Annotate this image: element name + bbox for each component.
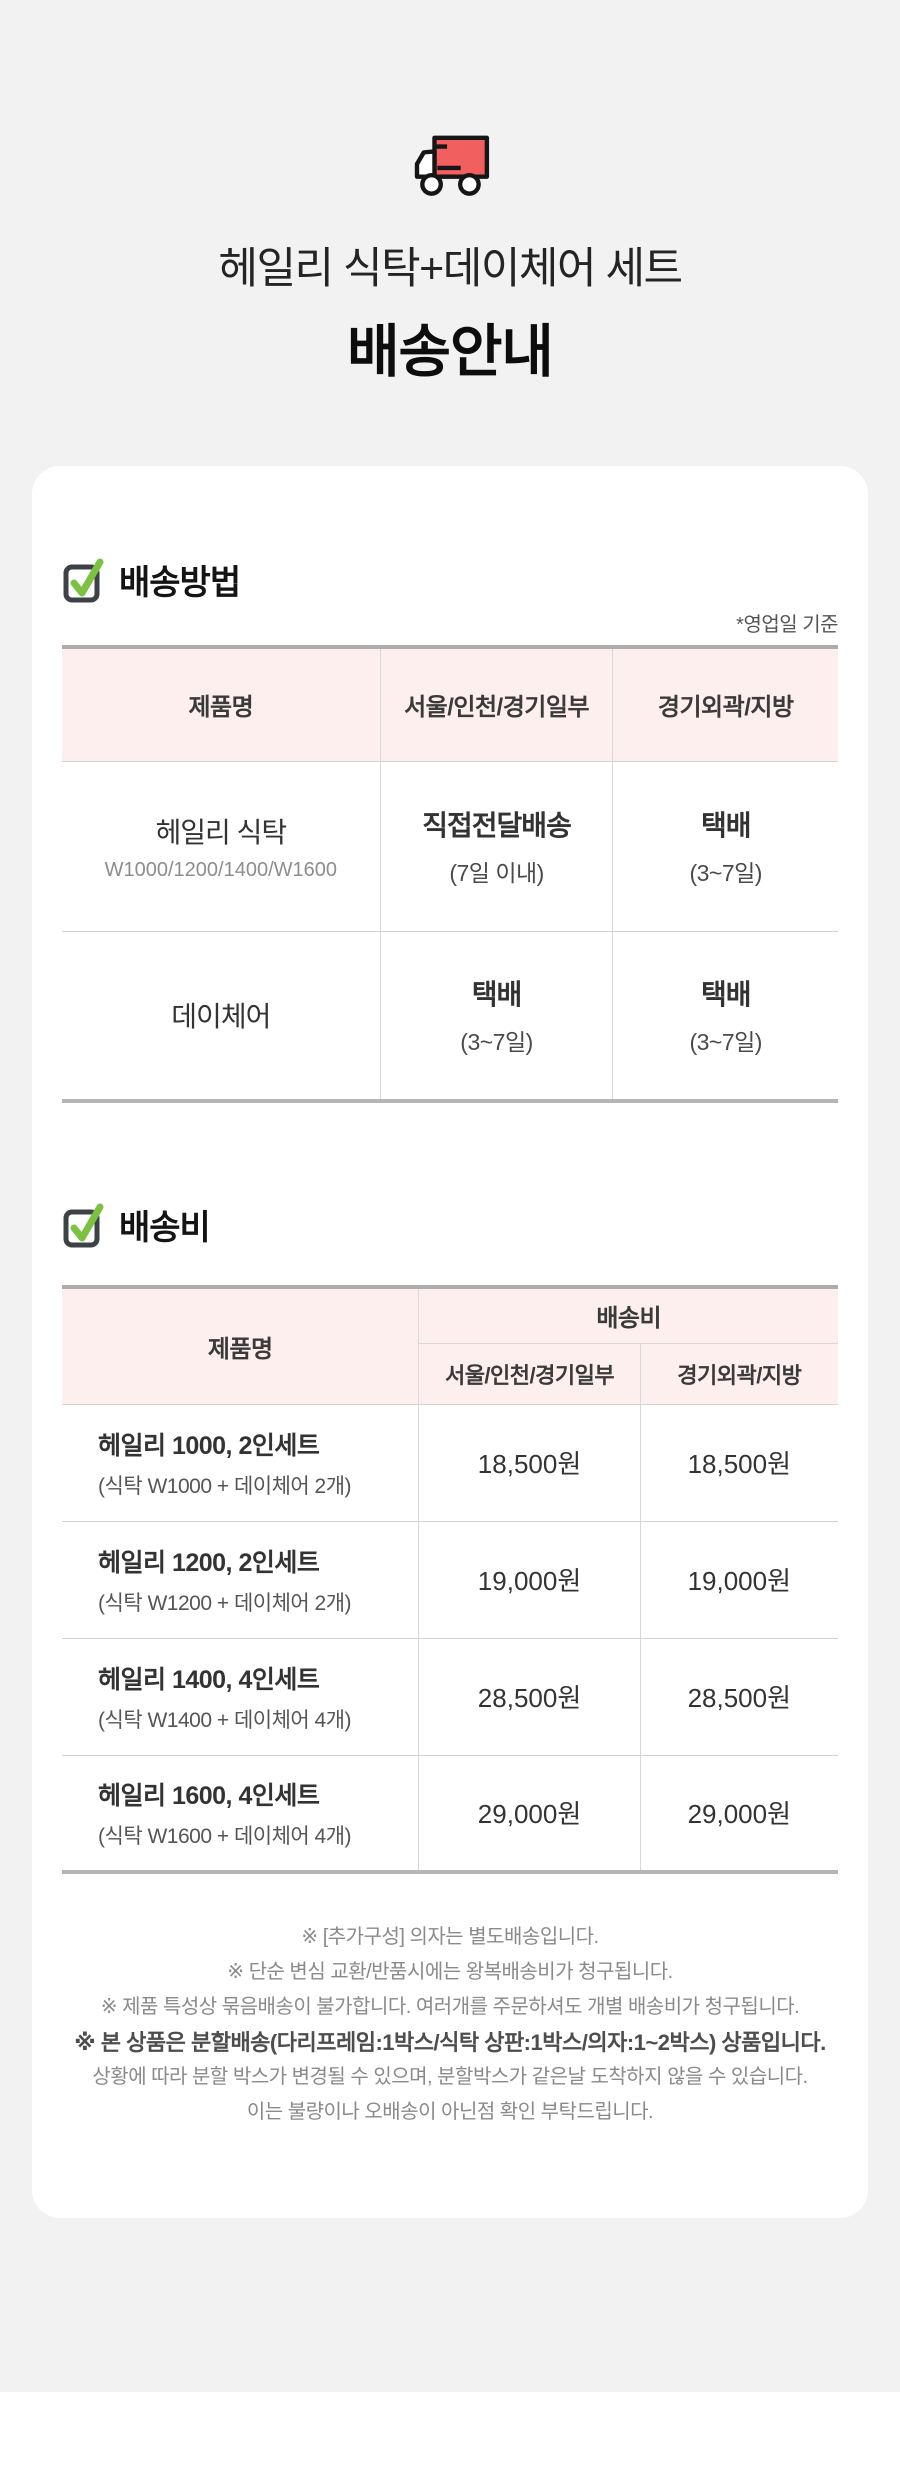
- hero-header: 헤일리 식탁+데이체어 세트 배송안내: [0, 132, 900, 388]
- method-name: 택배: [471, 979, 523, 1011]
- footnote-line: ※ [추가구성] 의자는 별도배송입니다.: [301, 1926, 599, 1948]
- table-row: 헤일리 1000, 2인세트 (식탁 W1000 + 데이체어 2개) 18,5…: [62, 1404, 838, 1521]
- product-cell: 헤일리 1200, 2인세트 (식탁 W1200 + 데이체어 2개): [62, 1521, 419, 1638]
- footnotes: ※ [추가구성] 의자는 별도배송입니다. ※ 단순 변심 교환/반품시에는 왕…: [62, 1920, 838, 2130]
- business-day-note: *영업일 기준: [736, 614, 838, 636]
- footnote-line: 이는 불량이나 오배송이 아닌점 확인 부탁드립니다.: [246, 2101, 654, 2123]
- product-cell: 헤일리 1600, 4인세트 (식탁 W1600 + 데이체어 4개): [62, 1755, 419, 1872]
- product-name: 데이체어: [171, 1001, 271, 1033]
- footnote-line: ※ 제품 특성상 묶음배송이 불가합니다. 여러개를 주문하셔도 개별 배송비가…: [100, 1996, 800, 2018]
- method-duration: (3~7일): [689, 1029, 762, 1056]
- product-cell: 데이체어: [62, 931, 380, 1101]
- checkbox-check-icon: [63, 1203, 104, 1248]
- section-title-shipping-fee: 배송비: [119, 1208, 211, 1247]
- method-cell: 직접전달배송 (7일 이내): [379, 761, 613, 931]
- column-header-region1: 서울/인천/경기일부: [418, 1343, 641, 1404]
- set-composition: (식탁 W1200 + 데이체어 2개): [98, 1591, 352, 1615]
- bottom-spacer: [0, 2392, 900, 2473]
- table-row: 헤일리 1600, 4인세트 (식탁 W1600 + 데이체어 4개) 29,0…: [62, 1755, 838, 1872]
- shipping-fee-table: 제품명 배송비 서울/인천/경기일부 경기외곽/지방 헤일리 1000, 2인세…: [62, 1285, 838, 1874]
- set-name: 헤일리 1600, 4인세트: [98, 1781, 320, 1810]
- column-header-product: 제품명: [62, 647, 381, 761]
- shipping-method-table: 제품명 서울/인천/경기일부 경기외곽/지방 헤일리 식탁 W1000/1200…: [62, 645, 838, 1103]
- method-name: 택배: [700, 810, 752, 841]
- set-name: 헤일리 1200, 2인세트: [98, 1548, 320, 1577]
- footnote-line: 상황에 따라 분할 박스가 변경될 수 있으며, 분할박스가 같은날 도착하지 …: [92, 2066, 808, 2088]
- fee-region1: 28,500원: [418, 1638, 641, 1755]
- column-header-product: 제품명: [62, 1287, 420, 1404]
- column-header-region2: 경기외곽/지방: [639, 1343, 838, 1404]
- footnote-line: ※ 단순 변심 교환/반품시에는 왕복배송비가 청구됩니다.: [227, 1961, 673, 1983]
- section-shipping-fee: 배송비: [62, 1199, 838, 1249]
- footnote-line-bold: ※ 본 상품은 분할배송(다리프레임:1박스/식탁 상판:1박스/의자:1~2박…: [74, 2030, 826, 2055]
- table-header-row: 제품명 배송비: [62, 1287, 838, 1404]
- section-shipping-method: 배송방법: [62, 554, 838, 604]
- set-composition: (식탁 W1600 + 데이체어 4개): [98, 1824, 352, 1848]
- method-name: 택배: [700, 979, 752, 1011]
- method-cell: 택배 (3~7일): [612, 931, 838, 1101]
- section-title-shipping-method: 배송방법: [119, 563, 241, 602]
- page-background: 헤일리 식탁+데이체어 세트 배송안내 배송방법 *영업일 기준 제품명 서울/…: [0, 0, 900, 2392]
- column-header-region2: 경기외곽/지방: [612, 647, 838, 761]
- fee-region1: 19,000원: [418, 1521, 641, 1638]
- table-header-row: 제품명 서울/인천/경기일부 경기외곽/지방: [62, 647, 838, 761]
- set-name: 헤일리 1400, 4인세트: [98, 1665, 320, 1694]
- table-subheader-row: 서울/인천/경기일부 경기외곽/지방: [62, 1343, 838, 1404]
- page-title: 헤일리 식탁+데이체어 세트: [218, 245, 683, 293]
- method-duration: (3~7일): [689, 860, 762, 886]
- checkbox-check-icon: [63, 558, 104, 603]
- product-cell: 헤일리 1000, 2인세트 (식탁 W1000 + 데이체어 2개): [62, 1404, 419, 1521]
- method-duration: (7일 이내): [449, 860, 544, 886]
- fee-region2: 28,500원: [639, 1638, 838, 1755]
- column-header-region1: 서울/인천/경기일부: [379, 647, 613, 761]
- product-sizes: W1000/1200/1400/W1600: [104, 858, 338, 881]
- product-name: 헤일리 식탁: [155, 816, 288, 848]
- table-row: 헤일리 식탁 W1000/1200/1400/W1600 직접전달배송 (7일 …: [62, 761, 838, 931]
- fee-region2: 18,500원: [639, 1404, 838, 1521]
- set-composition: (식탁 W1000 + 데이체어 2개): [98, 1474, 352, 1498]
- delivery-info-card: 배송방법 *영업일 기준 제품명 서울/인천/경기일부 경기외곽/지방 헤일리 …: [32, 466, 868, 2218]
- fee-region2: 19,000원: [639, 1521, 838, 1638]
- page-subtitle: 배송안내: [347, 320, 554, 384]
- fee-region1: 18,500원: [418, 1404, 641, 1521]
- method-cell: 택배 (3~7일): [612, 761, 838, 931]
- column-header-fee-group: 배송비: [418, 1287, 838, 1344]
- method-cell: 택배 (3~7일): [379, 931, 613, 1101]
- table-row: 데이체어 택배 (3~7일) 택배 (3~7일): [62, 931, 838, 1101]
- fee-region2: 29,000원: [639, 1755, 838, 1872]
- table-row: 헤일리 1400, 4인세트 (식탁 W1400 + 데이체어 4개) 28,5…: [62, 1638, 838, 1755]
- method-name: 직접전달배송: [422, 810, 572, 841]
- delivery-truck-icon: [414, 135, 490, 196]
- set-name: 헤일리 1000, 2인세트: [98, 1431, 320, 1460]
- table-row: 헤일리 1200, 2인세트 (식탁 W1200 + 데이체어 2개) 19,0…: [62, 1521, 838, 1638]
- product-cell: 헤일리 식탁 W1000/1200/1400/W1600: [62, 761, 380, 931]
- set-composition: (식탁 W1400 + 데이체어 4개): [98, 1708, 352, 1732]
- method-duration: (3~7일): [460, 1029, 533, 1056]
- fee-region1: 29,000원: [418, 1755, 641, 1872]
- product-cell: 헤일리 1400, 4인세트 (식탁 W1400 + 데이체어 4개): [62, 1638, 419, 1755]
